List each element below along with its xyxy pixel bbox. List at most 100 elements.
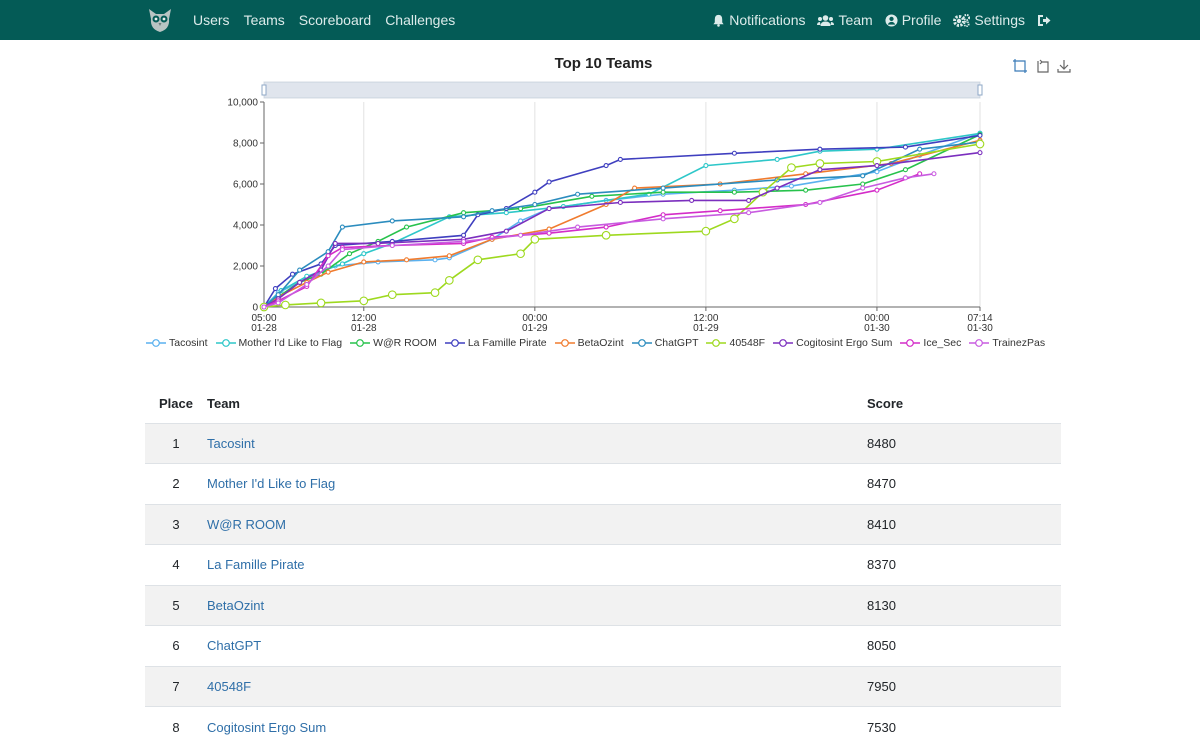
row-score: 7950 [867, 665, 1061, 707]
nav-users-link[interactable]: Users [193, 12, 230, 28]
data-point [339, 247, 345, 253]
data-point [325, 269, 331, 275]
data-point [860, 185, 866, 191]
data-point [746, 197, 752, 203]
table-row: 2 Mother I'd Like to Flag 8470 [145, 463, 1061, 504]
row-place: 5 [145, 584, 207, 626]
data-point [787, 163, 796, 172]
data-point [874, 187, 880, 193]
legend-item[interactable]: BetaOzint [554, 337, 624, 349]
header-place: Place [145, 384, 207, 424]
data-point [339, 224, 345, 230]
data-point [275, 300, 281, 306]
data-point [387, 290, 397, 300]
nav-teams-link[interactable]: Teams [243, 12, 285, 28]
nav-settings-link[interactable]: Settings [953, 12, 1025, 28]
team-link[interactable]: W@R ROOM [207, 516, 286, 532]
data-point [297, 267, 303, 273]
nav-profile-link[interactable]: Profile [885, 12, 941, 28]
team-link[interactable]: Mother I'd Like to Flag [207, 476, 336, 492]
owl-logo-icon[interactable] [145, 5, 175, 35]
data-point [403, 257, 410, 263]
nav-notifications-label: Notifications [729, 12, 806, 28]
data-point [461, 232, 467, 238]
team-link[interactable]: ChatGPT [207, 638, 262, 654]
legend-label: Ice_Sec [923, 337, 962, 349]
data-point [530, 235, 540, 244]
team-link[interactable]: La Famille Pirate [207, 557, 305, 573]
data-point [289, 271, 296, 277]
data-point [332, 240, 338, 246]
legend-item[interactable]: 40548F [706, 337, 765, 349]
row-score: 8470 [867, 463, 1061, 504]
data-point [281, 300, 290, 310]
data-point [325, 253, 331, 259]
legend-item[interactable]: ChatGPT [631, 337, 698, 349]
logout-icon [1038, 14, 1051, 26]
x-tick-label: 12:00 [351, 313, 376, 324]
data-point [788, 183, 794, 189]
zoom-select-icon[interactable] [1012, 58, 1028, 74]
y-tick-label: 2,000 [233, 262, 258, 273]
legend-item[interactable]: La Famille Pirate [444, 337, 547, 349]
nav-notifications-link[interactable]: Notifications [712, 12, 805, 28]
data-zoom-handle-right[interactable] [977, 84, 983, 96]
series-line-5 [263, 141, 981, 308]
data-point [660, 185, 666, 191]
gears-icon [953, 13, 971, 27]
user-circle-icon [885, 13, 898, 27]
data-point [346, 251, 353, 257]
data-zoom-handle-left[interactable] [261, 84, 267, 96]
x-tick-label: 01-28 [351, 323, 377, 334]
data-point [660, 212, 666, 218]
team-link[interactable]: BetaOzint [207, 597, 265, 613]
table-row: 5 BetaOzint 8130 [145, 584, 1061, 626]
data-point [902, 175, 908, 181]
row-score: 7530 [867, 706, 1061, 747]
nav-scoreboard-link[interactable]: Scoreboard [298, 12, 372, 28]
data-point [430, 288, 440, 297]
team-link[interactable]: 40548F [207, 678, 252, 694]
legend-item[interactable]: W@R ROOM [350, 337, 437, 349]
zoom-reset-icon[interactable] [1034, 58, 1050, 74]
data-point [860, 181, 866, 187]
row-score: 8370 [867, 544, 1061, 585]
legend-item[interactable]: Ice_Sec [900, 337, 961, 349]
primary-nav: Users Teams Scoreboard Challenges [193, 0, 469, 40]
legend-item[interactable]: TrainezPas [969, 337, 1045, 349]
legend-label: Mother I'd Like to Flag [238, 337, 343, 349]
legend-item[interactable]: Mother I'd Like to Flag [215, 337, 343, 349]
data-point [617, 156, 623, 162]
row-place: 2 [145, 463, 207, 504]
nav-team-link[interactable]: Team [817, 12, 873, 28]
nav-settings-label: Settings [974, 12, 1025, 28]
x-tick-label: 01-30 [967, 323, 993, 334]
nav-logout-link[interactable] [1037, 14, 1055, 27]
download-icon[interactable] [1056, 58, 1072, 74]
legend-swatch-icon [773, 339, 794, 347]
data-point [817, 146, 823, 152]
legend-swatch-icon [706, 339, 727, 347]
legend-label: Cogitosint Ergo Sum [796, 337, 893, 349]
data-point [817, 199, 823, 205]
x-tick-label: 01-30 [864, 323, 890, 334]
data-point [575, 191, 581, 197]
legend-swatch-icon [350, 339, 371, 347]
data-point [272, 286, 278, 292]
row-place: 1 [145, 422, 207, 464]
team-link[interactable]: Cogitosint Ergo Sum [207, 719, 327, 735]
x-tick-label: 00:00 [864, 313, 889, 324]
data-point [874, 163, 880, 169]
nav-team-label: Team [838, 12, 873, 28]
users-icon [817, 14, 835, 26]
team-link[interactable]: Tacosint [207, 435, 255, 451]
legend-item[interactable]: Tacosint [146, 337, 208, 349]
row-score: 8050 [867, 625, 1061, 666]
nav-challenges-link[interactable]: Challenges [385, 12, 456, 28]
chart-title: Top 10 Teams [554, 55, 653, 72]
data-point [931, 171, 937, 177]
data-point [461, 210, 467, 216]
row-place: 4 [145, 544, 207, 585]
legend-item[interactable]: Cogitosint Ergo Sum [773, 337, 892, 349]
data-point [977, 150, 983, 156]
